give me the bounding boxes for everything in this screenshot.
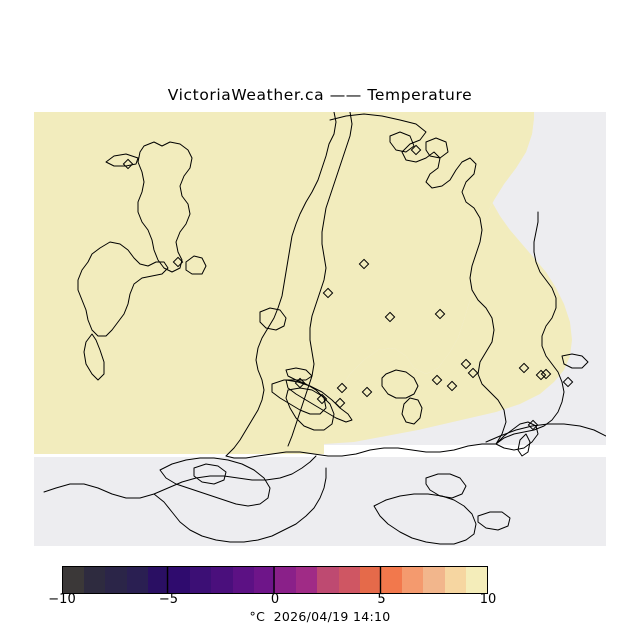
colorbar-swatch-0	[63, 567, 85, 593]
station-marker[interactable]	[316, 393, 328, 405]
island-central	[381, 369, 419, 399]
colorbar-ticks	[166, 566, 382, 593]
station-marker[interactable]	[434, 308, 446, 320]
coastline-east	[495, 211, 565, 445]
colorbar-swatch-12	[317, 567, 339, 593]
station-marker[interactable]	[562, 376, 574, 388]
colorbar-swatch-18	[444, 567, 466, 593]
colorbar-swatch-10	[275, 567, 297, 593]
lake-upper-west	[137, 141, 193, 273]
colorbar-swatch-7	[211, 567, 233, 593]
station-marker[interactable]	[518, 362, 530, 374]
lake-upper-west-lobe	[185, 255, 207, 275]
colorbar-swatch-8	[232, 567, 254, 593]
colorbar-swatch-9	[253, 567, 276, 593]
station-marker[interactable]	[122, 158, 134, 170]
station-marker[interactable]	[460, 358, 472, 370]
coastline-central-inlet-east	[287, 112, 353, 447]
station-marker[interactable]	[527, 419, 539, 431]
south-landmass-far-east-coast	[485, 423, 606, 443]
south-landmass-lagoon	[193, 463, 227, 485]
south-landmass-east-island	[425, 473, 467, 499]
eastern-spit	[561, 353, 589, 369]
coastline-central-inlet-west	[225, 112, 337, 457]
island-central-south	[401, 397, 423, 425]
colorbar[interactable]	[62, 566, 488, 594]
coastline-layer	[43, 112, 606, 545]
colorbar-swatch-1	[84, 567, 106, 593]
station-marker[interactable]	[535, 369, 547, 381]
coastline-bay-north	[389, 131, 415, 153]
coastline-south	[225, 443, 497, 459]
station-marker[interactable]	[361, 386, 373, 398]
colorbar-swatch-17	[423, 567, 445, 593]
colorbar-swatches[interactable]	[62, 566, 488, 594]
sandbar-strip	[285, 379, 353, 423]
lake-lower-west-tail	[83, 333, 105, 381]
temperature-field-east	[324, 112, 572, 444]
south-landmass-east-bay	[477, 511, 511, 531]
colorbar-swatch-16	[402, 567, 424, 593]
map-svg[interactable]	[34, 112, 606, 546]
colorbar-swatch-4	[147, 567, 170, 593]
colorbar-swatch-13	[338, 567, 360, 593]
colorbar-tick-label-0: −10	[48, 592, 76, 607]
south-landmass-east	[373, 493, 477, 545]
station-marker[interactable]	[322, 287, 334, 299]
colorbar-swatch-15	[381, 567, 403, 593]
colorbar-tick-label-2: 0	[270, 592, 280, 607]
colorbar-swatch-5	[169, 567, 191, 593]
lake-lower-west	[77, 241, 169, 337]
offshore-bar-west	[285, 367, 313, 381]
station-marker[interactable]	[294, 377, 306, 389]
station-marker[interactable]	[384, 311, 396, 323]
colorbar-swatch-6	[190, 567, 212, 593]
station-marker[interactable]	[334, 397, 346, 409]
coastline-northeast	[329, 113, 507, 445]
colorbar-swatch-3	[126, 567, 148, 593]
station-marker[interactable]	[410, 144, 422, 156]
south-landmass-island	[159, 457, 271, 507]
south-landmass-north-coast	[43, 455, 317, 499]
temperature-field-main	[34, 112, 534, 444]
map-plot-area[interactable]	[34, 112, 606, 546]
southeast-bay	[495, 421, 539, 451]
station-marker[interactable]	[358, 258, 370, 270]
colorbar-caption: °C 2026/04/19 14:10	[249, 609, 391, 624]
colorbar-swatch-11	[296, 567, 318, 593]
temperature-field-layer	[34, 112, 572, 454]
colorbar-tick-label-3: 5	[377, 592, 386, 607]
lake-upper-west-arm	[105, 153, 139, 167]
island-small-mid	[259, 307, 287, 331]
temperature-field-strip	[34, 444, 324, 454]
station-marker[interactable]	[336, 382, 348, 394]
colorbar-swatch-14	[359, 567, 382, 593]
coastline-bay-north2	[425, 137, 449, 159]
station-marker[interactable]	[172, 256, 184, 268]
coastline-inland-sea	[285, 387, 335, 431]
southeast-tail	[517, 433, 531, 457]
station-marker[interactable]	[431, 374, 443, 386]
page-title: VictoriaWeather.ca —— Temperature	[167, 86, 473, 104]
colorbar-tick-label-1: −5	[158, 592, 179, 607]
colorbar-swatch-19	[465, 567, 487, 593]
station-marker[interactable]	[446, 380, 458, 392]
station-marker[interactable]	[467, 367, 479, 379]
station-markers-layer[interactable]	[122, 144, 574, 431]
station-marker[interactable]	[540, 368, 552, 380]
colorbar-tick-label-4: 10	[479, 592, 497, 607]
south-landmass-south-coast	[153, 467, 327, 543]
colorbar-swatch-2	[105, 567, 127, 593]
